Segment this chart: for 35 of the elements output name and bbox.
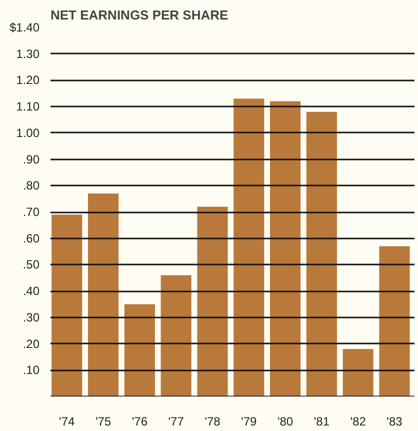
x-tick-label: '82	[350, 414, 366, 428]
y-tick-label: .70	[22, 205, 40, 219]
y-tick-label: .30	[22, 310, 40, 324]
y-tick-label: 1.20	[16, 73, 40, 88]
bar	[124, 304, 155, 396]
y-tick-label: .90	[22, 152, 40, 166]
bar	[270, 101, 301, 396]
y-tick-label: .60	[22, 231, 40, 246]
bar	[342, 349, 374, 396]
bar	[160, 275, 192, 396]
y-tick-label: 1.00	[16, 126, 40, 140]
x-tick-label: '81	[314, 414, 330, 428]
bar	[234, 98, 264, 396]
y-tick-label: 1.10	[16, 100, 40, 114]
bar	[52, 214, 82, 396]
chart-title: NET EARNINGS PER SHARE	[50, 8, 229, 22]
y-tick-label: .50	[22, 258, 40, 272]
y-tick-label: $1.40	[9, 20, 40, 34]
bar	[88, 194, 119, 396]
x-tick-label: '75	[95, 414, 112, 428]
bar	[379, 246, 410, 396]
x-tick-label: '83	[386, 414, 403, 428]
y-tick-label: .40	[22, 284, 40, 298]
y-tick-label: .20	[22, 336, 40, 351]
x-tick-label: '76	[132, 414, 148, 428]
x-tick-label: '80	[277, 414, 294, 428]
x-tick-label: '79	[241, 414, 258, 428]
x-tick-label: '74	[59, 414, 76, 428]
x-tick-label: '78	[204, 414, 221, 428]
y-tick-label: 1.30	[16, 46, 40, 61]
y-tick-label: .80	[22, 178, 40, 193]
x-tick-label: '77	[168, 414, 184, 428]
bar	[197, 206, 228, 396]
bar	[306, 112, 337, 396]
y-tick-label: .10	[22, 363, 40, 378]
